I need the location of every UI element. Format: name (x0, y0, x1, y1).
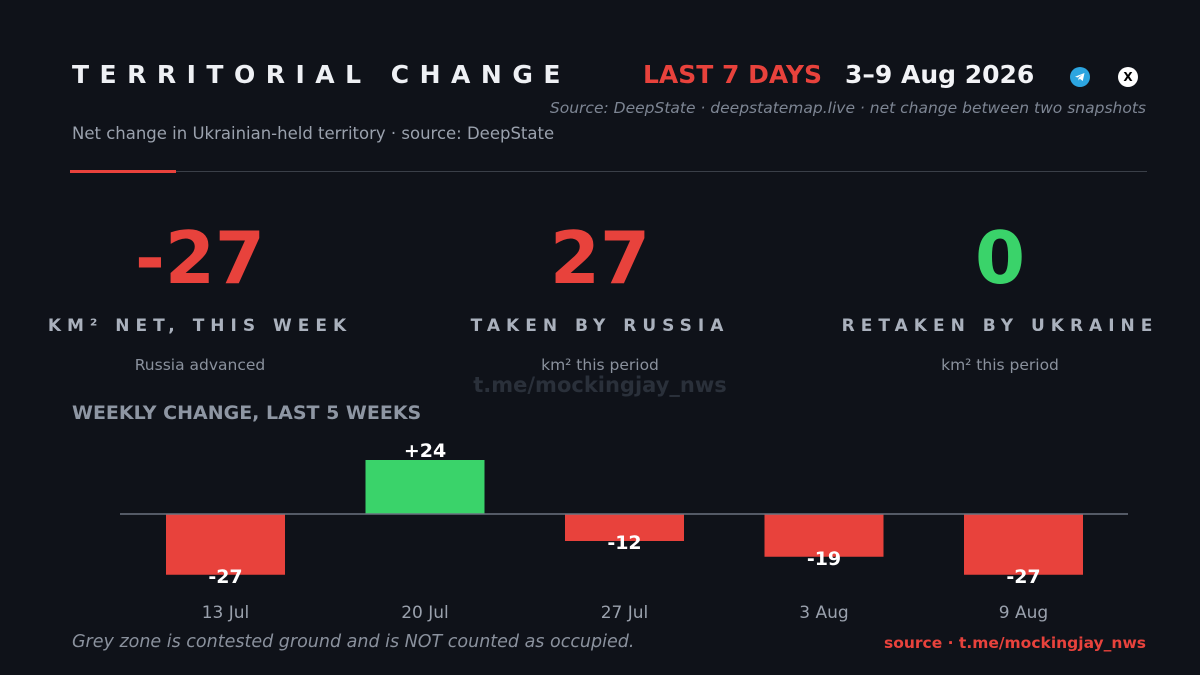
x-tick-label: 27 Jul (601, 603, 649, 623)
page-title: TERRITORIAL CHANGE (72, 60, 571, 89)
stat-value: -27 (134, 216, 266, 300)
header-divider (70, 171, 1147, 172)
bar-value-label: -27 (1006, 566, 1040, 588)
stat-sub: km² this period (941, 356, 1059, 374)
bar-value-label: -27 (208, 566, 242, 588)
x-tick-label: 3 Aug (799, 603, 848, 623)
stat-value: 0 (974, 216, 1026, 300)
bar (166, 514, 285, 575)
watermark: t.me/mockingjay_nws (473, 373, 727, 397)
stat-label: RETAKEN BY UKRAINE (841, 316, 1159, 336)
source-line: Source: DeepState · deepstatemap.live · … (549, 99, 1146, 117)
bar-value-label: -12 (607, 532, 641, 554)
x-tick-label: 13 Jul (202, 603, 250, 623)
stat-value: 27 (549, 216, 651, 300)
bar (365, 460, 485, 514)
header-divider-accent (70, 170, 176, 173)
date-range: 3–9 Aug 2026 (845, 60, 1035, 89)
telegram-icon[interactable] (1070, 67, 1090, 87)
stat-sub: km² this period (541, 356, 659, 374)
stat-label: KM² NET, THIS WEEK (47, 316, 353, 336)
stat-label: TAKEN BY RUSSIA (470, 316, 730, 336)
bar-value-label: -19 (807, 548, 841, 570)
bar (964, 514, 1083, 575)
footer-source-link[interactable]: source · t.me/mockingjay_nws (883, 634, 1146, 652)
x-tick-label: 20 Jul (401, 603, 449, 623)
bar-value-label: +24 (404, 440, 446, 462)
bar (565, 514, 684, 541)
x-tick-label: 9 Aug (999, 603, 1048, 623)
subtitle: Net change in Ukrainian-held territory ·… (72, 124, 555, 143)
bar (764, 514, 884, 557)
chart-heading: WEEKLY CHANGE, LAST 5 WEEKS (72, 402, 422, 424)
x-social-glyph: X (1123, 70, 1133, 84)
telegram-plane-glyph (1075, 73, 1085, 81)
stat-sub: Russia advanced (134, 356, 266, 374)
x-social-icon[interactable]: X (1118, 67, 1138, 87)
period-label: LAST 7 DAYS (643, 60, 822, 89)
footnote: Grey zone is contested ground and is NOT… (72, 632, 635, 652)
